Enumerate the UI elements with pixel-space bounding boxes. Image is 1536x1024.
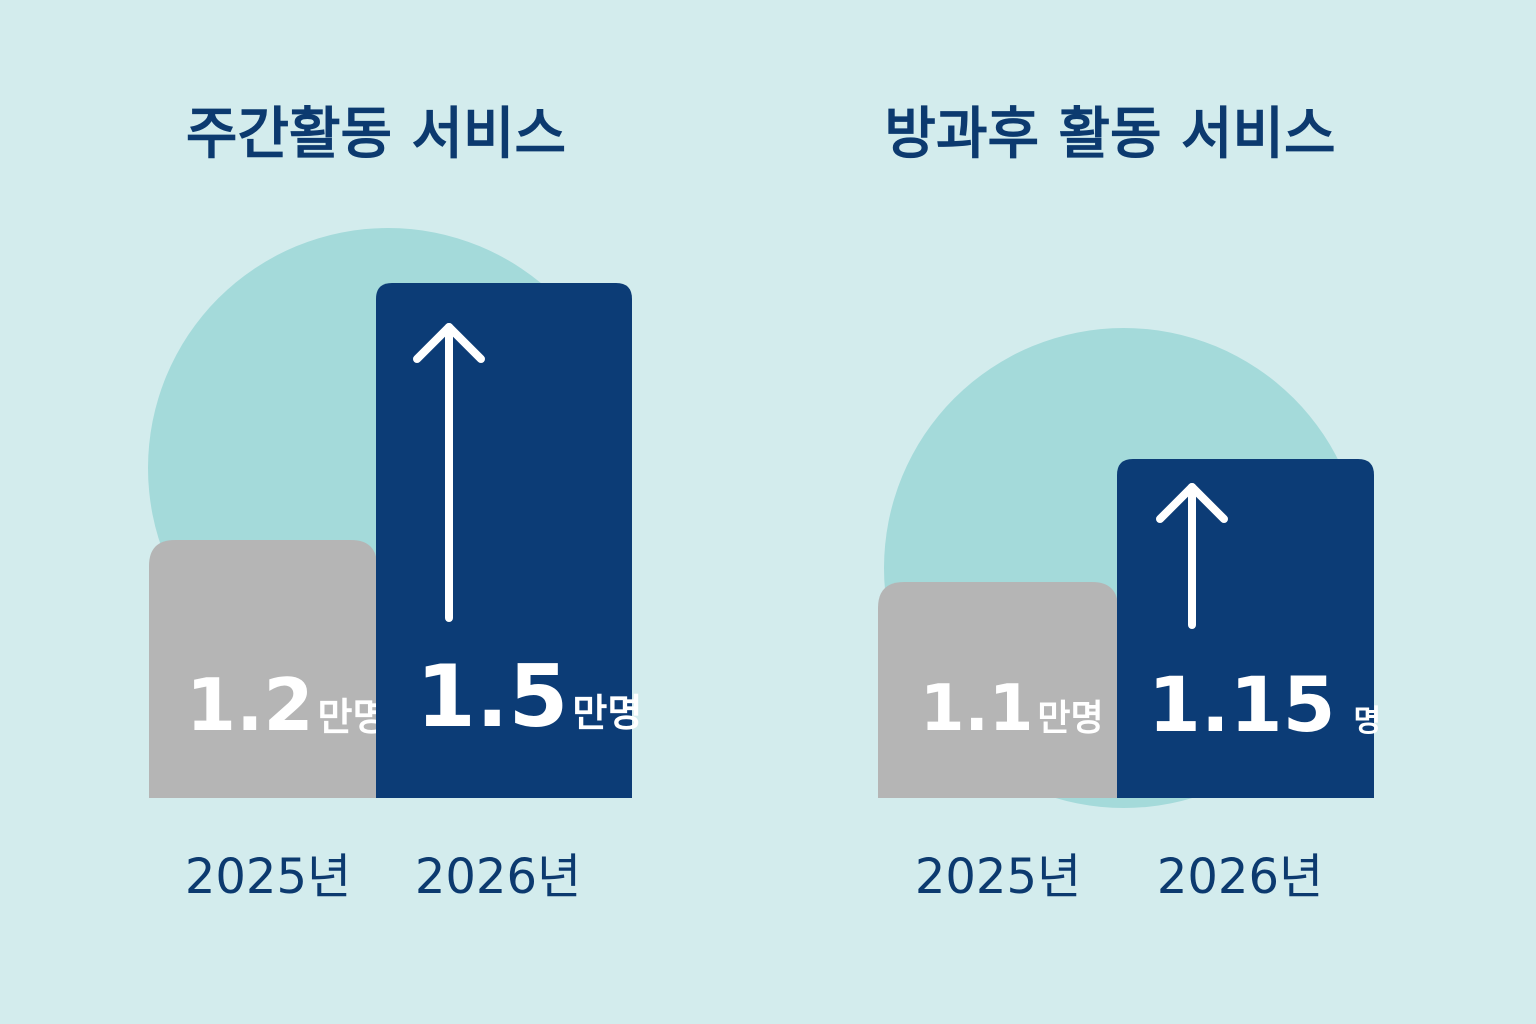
bar-2026년 [376, 283, 632, 798]
up-arrow-icon [1156, 483, 1228, 629]
category-label: 2025년 [185, 849, 351, 905]
up-arrow-icon [413, 323, 485, 622]
value-number: 1.1 [920, 672, 1033, 746]
value-unit: 만명 [572, 691, 642, 735]
value-label: 1.1 만명 [920, 672, 1104, 746]
category-label: 2026년 [415, 849, 581, 905]
chart-panel-2: 방과후 활동 서비스 1.1 만명 2025년 1.15 명 2026년 [878, 102, 1381, 905]
value-number: 1.5 [416, 647, 568, 747]
bar-2025년 [878, 582, 1118, 798]
value-label: 1.2 만명 [186, 663, 387, 747]
bar-2026년 [1117, 459, 1374, 798]
value-unit: 만명 [1037, 698, 1103, 739]
bar-2025년 [149, 540, 377, 798]
value-label: 1.15 명 [1148, 660, 1381, 749]
value-label: 1.5 만명 [416, 647, 642, 747]
value-unit: 명 [1354, 704, 1382, 739]
category-label: 2026년 [1157, 849, 1323, 905]
value-unit: 만명 [318, 695, 388, 739]
category-label: 2025년 [915, 849, 1081, 905]
chart-title: 방과후 활동 서비스 [884, 102, 1335, 167]
value-number: 1.15 [1148, 660, 1336, 749]
value-number: 1.2 [186, 663, 314, 747]
chart-title: 주간활동 서비스 [186, 102, 566, 167]
